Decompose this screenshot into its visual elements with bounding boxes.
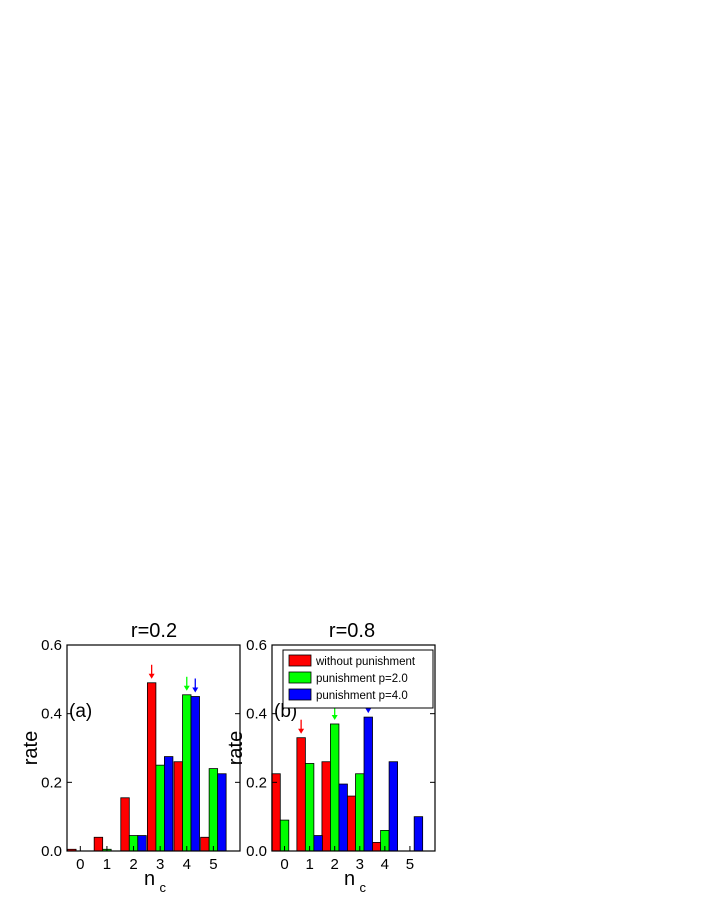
bar-0-2: [321, 761, 331, 852]
max-arrow-head-2: [192, 687, 199, 693]
bar-1-3: [355, 773, 365, 852]
x-tick-label: 2: [331, 856, 339, 873]
bar-0-3: [146, 682, 157, 852]
bar-1-3: [155, 764, 165, 852]
bar-0-4: [173, 761, 183, 852]
y-tick-label: 0.4: [41, 706, 62, 723]
bar-2-1: [313, 835, 323, 852]
bar-0-3: [346, 795, 356, 852]
max-arrow-head-1: [183, 685, 190, 691]
bar-2-2: [137, 835, 147, 852]
x-tick-label: 4: [183, 856, 191, 873]
chart-title: r=0.2: [131, 620, 177, 642]
bar-0-1: [93, 836, 104, 852]
y-tick-label: 0.6: [246, 637, 267, 654]
max-arrow-head-0: [298, 728, 305, 734]
x-tick-label: 3: [356, 856, 364, 873]
bar-0-2: [120, 797, 130, 852]
panel-label: (a): [69, 701, 92, 722]
legend-swatch-1: [288, 671, 312, 684]
x-tick-label: 1: [103, 856, 111, 873]
bar-0-5: [200, 836, 210, 852]
bar-1-1: [304, 763, 315, 852]
max-arrow-head-2: [365, 708, 372, 714]
y-tick-label: 0.4: [246, 706, 267, 723]
bar-2-5: [413, 816, 424, 852]
bar-2-2: [338, 783, 348, 852]
x-axis-label-subscript: c: [360, 880, 367, 895]
legend-label-0: without punishment: [315, 656, 416, 668]
x-tick-label: 1: [305, 856, 313, 873]
bar-0-4: [371, 842, 382, 852]
max-arrow-head-1: [331, 714, 338, 720]
bar-1-5: [208, 768, 219, 852]
legend-swatch-0: [288, 654, 312, 667]
bar-2-5: [217, 773, 227, 852]
plot-frame: [271, 644, 436, 852]
x-tick-label: 4: [381, 856, 389, 873]
y-axis-label: rate: [20, 731, 42, 765]
bar-2-3: [363, 716, 373, 852]
y-tick-label: 0.6: [41, 637, 62, 654]
bar-2-4: [388, 761, 399, 852]
bar-1-4: [182, 694, 192, 852]
bar-0-1: [296, 737, 306, 852]
bar-2-3: [163, 756, 174, 852]
max-arrow-head-0: [148, 673, 155, 679]
x-tick-label: 0: [280, 856, 288, 873]
x-tick-label: 5: [406, 856, 414, 873]
legend-swatch-2: [288, 688, 312, 701]
legend-label-2: punishment p=4.0: [316, 690, 408, 702]
plot-frame: [66, 644, 241, 852]
x-tick-label: 0: [76, 856, 84, 873]
y-tick-label: 0.2: [41, 774, 62, 791]
y-tick-label: 0.0: [41, 843, 62, 860]
bar-2-4: [190, 696, 200, 852]
chart-panel-a: 0.0 0.2 0.4 0.6 0 1 2 3 4 5 r=0.2 rate n c (a): [20, 620, 241, 895]
bar-1-2: [330, 723, 340, 852]
legend-label-1: punishment p=2.0: [316, 673, 408, 685]
bar-0-0: [271, 773, 281, 852]
x-tick-label: 2: [129, 856, 137, 873]
y-axis-label: rate: [225, 731, 247, 765]
chart-title: r=0.8: [329, 620, 375, 642]
x-tick-label: 5: [209, 856, 217, 873]
x-tick-label: 3: [156, 856, 164, 873]
x-axis-label: n: [144, 868, 155, 890]
x-axis-label-subscript: c: [160, 880, 167, 895]
y-tick-label: 0.2: [246, 774, 267, 791]
y-tick-label: 0.0: [246, 843, 267, 860]
x-axis-label: n: [344, 868, 355, 890]
